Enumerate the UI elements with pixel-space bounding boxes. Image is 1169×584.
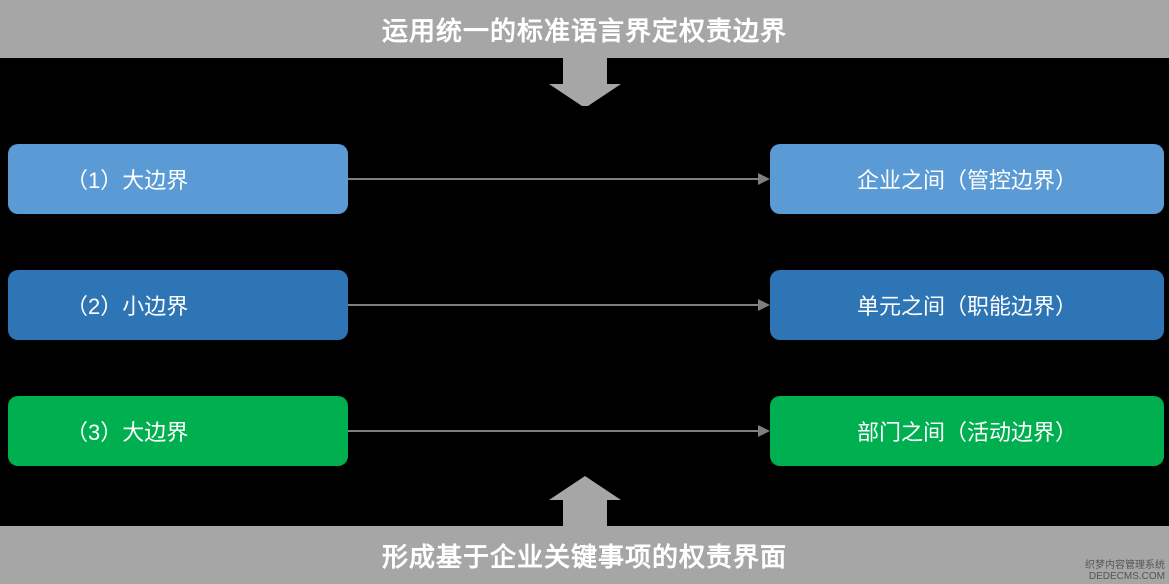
connector-arrow-icon (758, 299, 770, 311)
arrow-up-icon (549, 476, 621, 526)
bottom-bar: 形成基于企业关键事项的权责界面 (0, 526, 1169, 584)
diagram-row: （1）大边界 企业之间（管控边界） (0, 144, 1169, 214)
diagram-row: （3）大边界 部门之间（活动边界） (0, 396, 1169, 466)
arrow-down-icon (549, 58, 621, 108)
connector-arrow-icon (758, 425, 770, 437)
right-box: 部门之间（活动边界） (770, 396, 1164, 466)
right-box: 单元之间（职能边界） (770, 270, 1164, 340)
left-box: （3）大边界 (8, 396, 348, 466)
watermark-line1: 织梦内容管理系统 (1085, 560, 1165, 571)
right-box-label: 单元之间（职能边界） (857, 289, 1077, 321)
top-bar: 运用统一的标准语言界定权责边界 (0, 0, 1169, 58)
left-box-label: （1）大边界 (66, 163, 188, 195)
left-box: （1）大边界 (8, 144, 348, 214)
arrow-up-head (549, 476, 621, 500)
right-box-label: 部门之间（活动边界） (857, 415, 1077, 447)
connector-line (348, 304, 758, 306)
left-box: （2）小边界 (8, 270, 348, 340)
connector-line (348, 430, 758, 432)
connector-line (348, 178, 758, 180)
left-box-label: （3）大边界 (66, 415, 188, 447)
left-box-label: （2）小边界 (66, 289, 188, 321)
arrow-up-stem (563, 500, 607, 526)
right-box: 企业之间（管控边界） (770, 144, 1164, 214)
bottom-title: 形成基于企业关键事项的权责界面 (382, 537, 787, 574)
watermark: 织梦内容管理系统 DEDECMS.COM (1085, 560, 1165, 582)
diagram-body: （1）大边界 企业之间（管控边界） （2）小边界 单元之间（职能边界） （3）大… (0, 106, 1169, 478)
arrow-down-head (549, 84, 621, 108)
watermark-line2: DEDECMS.COM (1085, 571, 1165, 582)
arrow-down-stem (563, 58, 607, 84)
diagram-row: （2）小边界 单元之间（职能边界） (0, 270, 1169, 340)
right-box-label: 企业之间（管控边界） (857, 163, 1077, 195)
top-title: 运用统一的标准语言界定权责边界 (382, 11, 787, 48)
connector-arrow-icon (758, 173, 770, 185)
